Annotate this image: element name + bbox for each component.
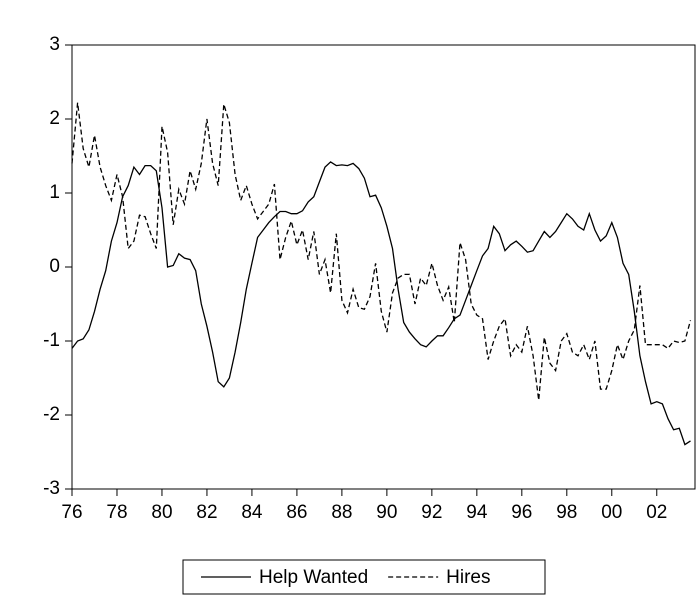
y-tick-label: -3: [43, 478, 60, 499]
x-tick-label: 96: [511, 502, 532, 523]
x-tick-label: 88: [331, 502, 352, 523]
y-tick-label: -1: [43, 330, 60, 351]
x-tick-label: 78: [106, 502, 127, 523]
x-tick-label: 80: [151, 502, 172, 523]
x-tick-label: 94: [466, 502, 488, 523]
x-tick-label: 76: [61, 502, 82, 523]
x-tick-label: 02: [646, 502, 667, 523]
legend-label: Help Wanted: [259, 567, 368, 588]
x-tick-label: 90: [376, 502, 397, 523]
y-tick-label: 0: [49, 256, 60, 277]
y-tick-label: -2: [43, 404, 60, 425]
x-tick-label: 00: [601, 502, 622, 523]
x-tick-label: 82: [196, 502, 217, 523]
legend-label: Hires: [446, 567, 490, 588]
y-tick-label: 2: [49, 108, 60, 129]
plot-frame: [71, 44, 696, 490]
x-tick-label: 98: [556, 502, 577, 523]
series-line: [71, 102, 692, 401]
x-tick-label: 92: [421, 502, 442, 523]
x-tick-label: 84: [241, 502, 263, 523]
y-tick-label: 1: [49, 182, 60, 203]
y-tick-label: 3: [49, 34, 60, 55]
x-tick-label: 86: [286, 502, 307, 523]
series-line: [71, 161, 691, 446]
